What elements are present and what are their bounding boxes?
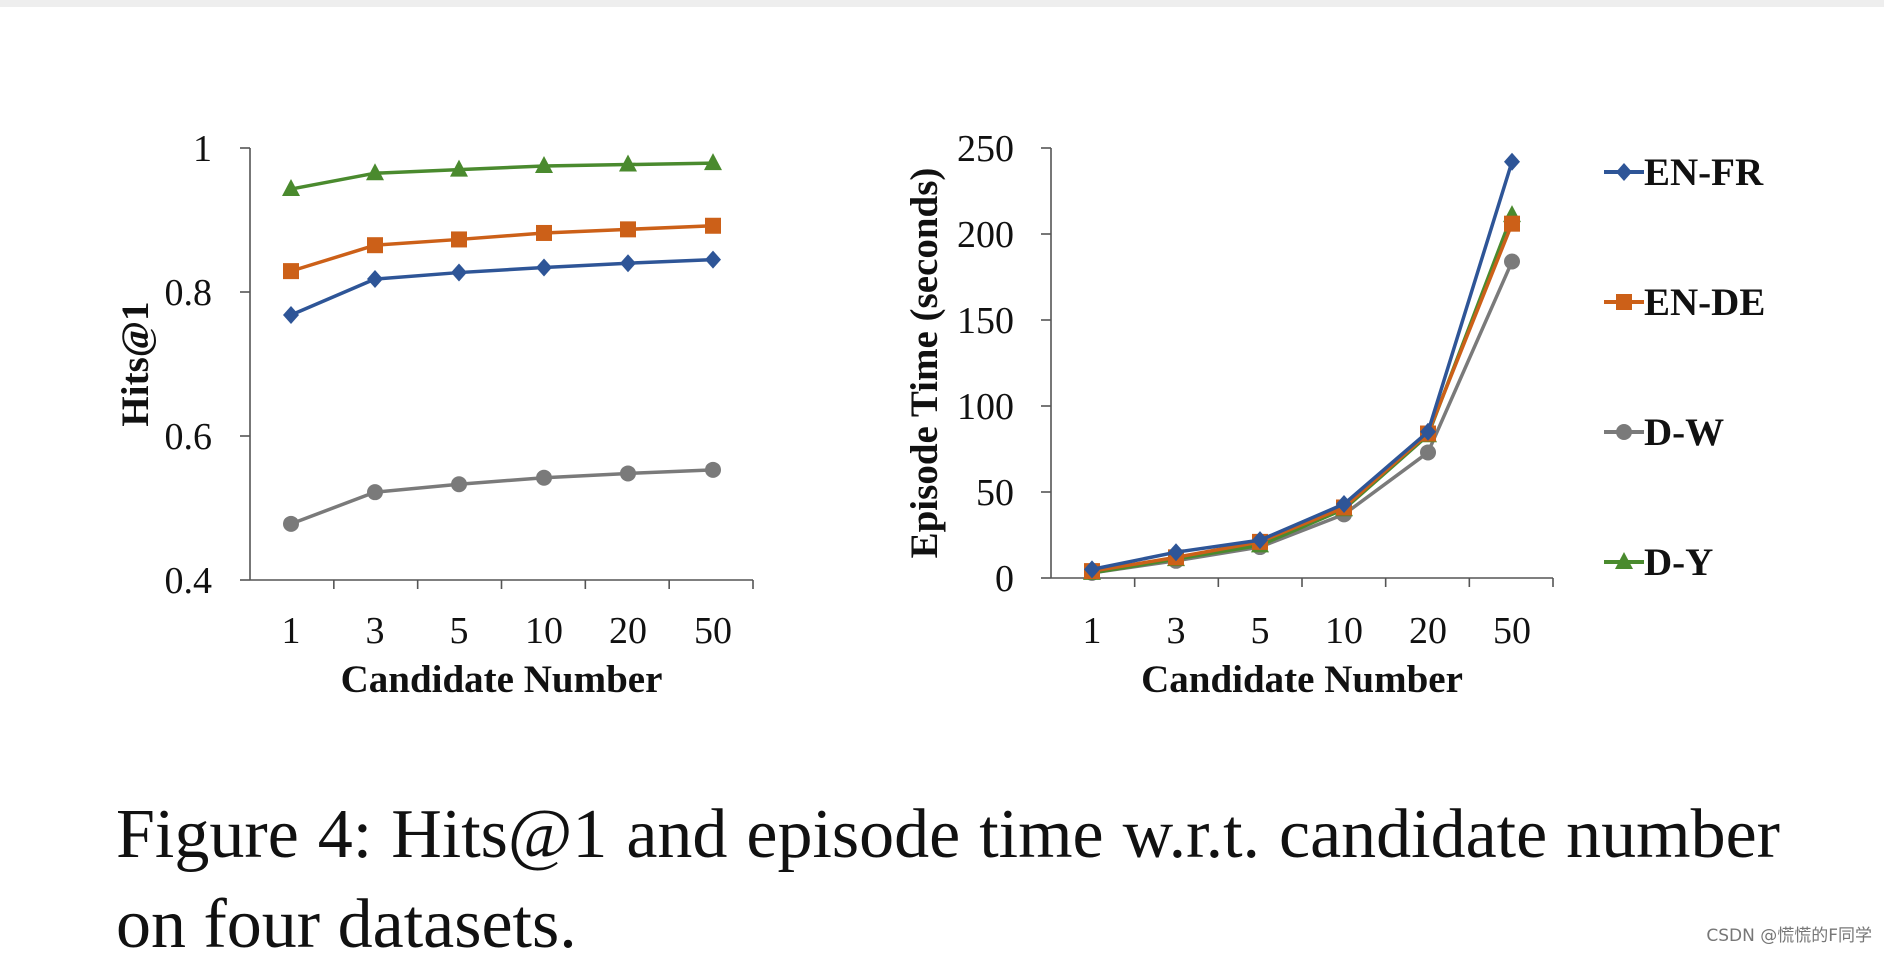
legend-label-d-w: D-W (1644, 411, 1724, 454)
hits-x-tick-label-5: 5 (450, 610, 469, 652)
hits-point-d-y-50 (704, 153, 722, 171)
time-line-en-fr (1091, 161, 1514, 572)
chart-hits-at-1: 0.4 0.6 0.8 1 1 3 5 10 20 50 Candidate Number Hits@… (114, 128, 754, 701)
time-x-tick-label-10: 10 (1325, 610, 1363, 652)
hits-x-tick-label-10: 10 (525, 610, 563, 652)
chart-episode-time: 0 50 100 150 200 250 1 3 5 10 20 50 Candidate Number… (903, 128, 1554, 701)
figure-caption: Figure 4: Hits@1 and episode time w.r.t.… (116, 796, 1780, 963)
time-point-en-fr-3 (1168, 543, 1184, 562)
time-point-d-w-20 (1420, 444, 1436, 461)
hits-point-d-y-10 (535, 156, 553, 173)
hits-series-en-de (283, 217, 721, 280)
legend-swatch-marker-d-y (1615, 552, 1633, 569)
time-y-tick-label-100: 100 (957, 386, 1014, 428)
time-point-en-fr-5 (1252, 531, 1268, 550)
hits-x-tick-label-1: 1 (282, 610, 301, 652)
time-series-d-w (1084, 253, 1520, 581)
hits-point-d-y-3 (366, 163, 384, 181)
hits-point-d-w-20 (620, 465, 636, 482)
time-point-en-fr-1 (1084, 560, 1100, 579)
hits-point-d-w-3 (367, 484, 383, 501)
hits-x-axis-title: Candidate Number (341, 658, 663, 701)
hits-line-en-de (290, 224, 714, 273)
hits-point-d-y-1 (282, 179, 300, 197)
hits-point-d-y-20 (619, 154, 637, 172)
time-y-tick-label-0: 0 (995, 558, 1014, 600)
time-x-axis-title: Candidate Number (1141, 658, 1463, 701)
time-series-en-fr (1084, 152, 1520, 579)
legend-label-en-fr: EN-FR (1644, 151, 1764, 194)
hits-point-d-y-5 (450, 159, 468, 177)
hits-point-d-w-5 (451, 476, 467, 493)
hits-y-tick-label-0-6: 0.6 (165, 416, 213, 458)
legend-label-d-y: D-Y (1644, 541, 1713, 584)
time-point-en-fr-10 (1336, 495, 1352, 514)
hits-line-d-w (290, 468, 714, 526)
legend-entry-d-w: D-W (1604, 411, 1724, 454)
time-x-tick-label-3: 3 (1167, 610, 1186, 652)
time-point-d-w-50 (1504, 253, 1520, 270)
hits-x-tick-label-50: 50 (694, 610, 732, 652)
hits-x-tick-label-3: 3 (366, 610, 385, 652)
time-y-tick-label-50: 50 (976, 472, 1014, 514)
legend-entry-en-de: EN-DE (1604, 281, 1765, 324)
hits-line-d-y (290, 161, 714, 191)
time-y-tick-label-200: 200 (957, 214, 1014, 256)
hits-point-en-de-10 (536, 224, 552, 241)
time-line-d-y (1091, 214, 1514, 575)
legend-swatch-marker-d-w (1616, 424, 1632, 440)
hits-point-en-fr-50 (705, 250, 721, 269)
hits-y-tick-label-1: 1 (193, 128, 212, 170)
legend-label-en-de: EN-DE (1644, 281, 1765, 324)
hits-point-en-fr-1 (283, 306, 299, 325)
hits-x-tick-label-20: 20 (609, 610, 647, 652)
hits-point-en-fr-20 (620, 254, 636, 273)
top-strip (0, 0, 1884, 7)
hits-series-d-w (283, 461, 721, 532)
hits-point-d-w-50 (705, 461, 721, 478)
time-point-en-de-50 (1504, 215, 1520, 232)
hits-series-d-y (282, 153, 722, 197)
hits-point-en-de-1 (283, 263, 299, 280)
time-point-en-fr-50 (1504, 152, 1520, 171)
hits-point-en-de-50 (705, 217, 721, 234)
legend-swatch-marker-en-de (1616, 294, 1632, 310)
hits-series-en-fr (283, 250, 721, 325)
hits-y-tick-label-0-4: 0.4 (165, 560, 213, 602)
time-series-en-de (1084, 215, 1520, 580)
time-line-en-de (1091, 223, 1514, 573)
legend: EN-FR EN-DE D-W D-Y (1604, 151, 1765, 584)
hits-point-en-fr-3 (367, 270, 383, 289)
hits-point-d-w-1 (283, 515, 299, 532)
watermark: CSDN @慌慌的F同学 (1706, 926, 1872, 946)
hits-line-en-fr (290, 257, 714, 317)
hits-point-en-fr-5 (451, 263, 467, 282)
time-x-tick-label-50: 50 (1493, 610, 1531, 652)
hits-point-en-fr-10 (536, 258, 552, 277)
hits-point-en-de-20 (620, 221, 636, 238)
legend-entry-d-y: D-Y (1604, 541, 1713, 584)
legend-swatch-marker-en-fr (1616, 163, 1632, 181)
time-y-tick-label-150: 150 (957, 300, 1014, 342)
hits-point-d-w-10 (536, 469, 552, 486)
time-x-tick-label-5: 5 (1251, 610, 1270, 652)
legend-entry-en-fr: EN-FR (1604, 151, 1764, 194)
time-x-tick-label-1: 1 (1083, 610, 1102, 652)
time-x-tick-label-20: 20 (1409, 610, 1447, 652)
time-point-en-fr-20 (1420, 422, 1436, 441)
hits-y-tick-label-0-8: 0.8 (165, 272, 213, 314)
hits-point-en-de-3 (367, 237, 383, 254)
hits-y-axis-title: Hits@1 (114, 301, 157, 426)
time-y-tick-label-250: 250 (957, 128, 1014, 170)
hits-point-en-de-5 (451, 231, 467, 248)
time-y-axis-title: Episode Time (seconds) (903, 168, 946, 559)
